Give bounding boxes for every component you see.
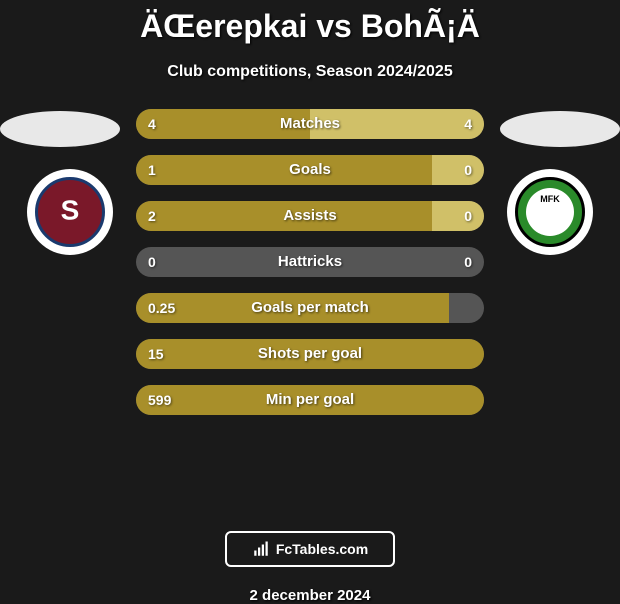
stat-row: 0.25Goals per match <box>136 293 484 323</box>
stat-label: Hattricks <box>136 247 484 277</box>
team-left-logo <box>27 169 113 255</box>
stat-label: Min per goal <box>136 385 484 415</box>
stat-label: Goals <box>136 155 484 185</box>
karvina-logo-icon <box>515 177 585 247</box>
stat-row: 44Matches <box>136 109 484 139</box>
stat-label: Assists <box>136 201 484 231</box>
stat-label: Goals per match <box>136 293 484 323</box>
team-right-logo <box>507 169 593 255</box>
chart-icon <box>252 540 270 558</box>
stat-row: 15Shots per goal <box>136 339 484 369</box>
stats-container: 44Matches 10Goals 20Assists 00Hattricks 0.25… <box>136 109 484 431</box>
player-right-ellipse <box>500 111 620 147</box>
subtitle: Club competitions, Season 2024/2025 <box>0 63 620 81</box>
stat-label: Matches <box>136 109 484 139</box>
stat-row: 599Min per goal <box>136 385 484 415</box>
page-title: ÄŒerepkai vs BohÃ¡Ä <box>0 0 620 45</box>
stat-row: 00Hattricks <box>136 247 484 277</box>
date-label: 2 december 2024 <box>0 587 620 604</box>
stat-row: 20Assists <box>136 201 484 231</box>
player-left-ellipse <box>0 111 120 147</box>
stat-row: 10Goals <box>136 155 484 185</box>
footer-label: FcTables.com <box>276 541 368 557</box>
comparison-panel: 44Matches 10Goals 20Assists 00Hattricks 0.25… <box>0 109 620 509</box>
stat-label: Shots per goal <box>136 339 484 369</box>
sparta-logo-icon <box>35 177 105 247</box>
fctables-badge[interactable]: FcTables.com <box>225 531 395 567</box>
